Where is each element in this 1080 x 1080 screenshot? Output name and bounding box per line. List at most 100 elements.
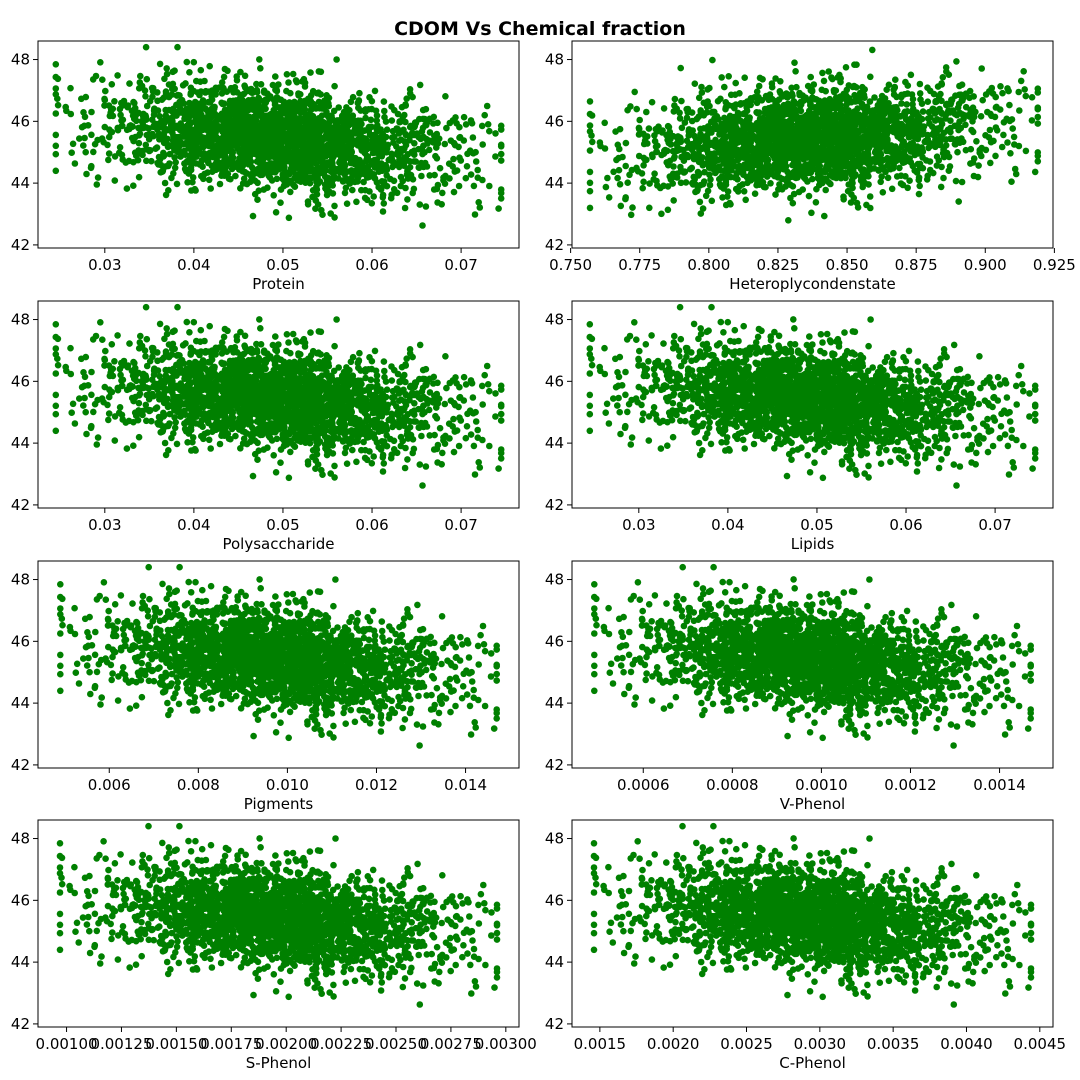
scatter-point bbox=[230, 89, 237, 96]
scatter-point bbox=[232, 163, 239, 170]
scatter-point bbox=[793, 116, 801, 123]
scatter-point bbox=[143, 157, 150, 165]
scatter-point bbox=[953, 58, 960, 65]
scatter-point bbox=[388, 134, 396, 141]
scatter-point bbox=[784, 128, 791, 136]
scatter-point bbox=[805, 192, 813, 200]
scatter-point bbox=[304, 201, 312, 208]
scatter-point bbox=[327, 168, 335, 175]
scatter-point bbox=[197, 66, 205, 74]
scatter-point bbox=[691, 80, 699, 87]
scatter-point bbox=[253, 80, 260, 88]
scatter-point bbox=[844, 107, 852, 115]
scatter-point bbox=[307, 106, 315, 114]
scatter-point bbox=[156, 60, 164, 68]
scatter-point bbox=[388, 117, 396, 124]
scatter-point bbox=[119, 122, 126, 130]
scatter-point bbox=[904, 108, 911, 115]
scatter-point bbox=[954, 104, 962, 111]
scatter-point bbox=[101, 102, 108, 109]
scatter-point bbox=[341, 189, 349, 197]
scatter-point bbox=[251, 190, 259, 198]
scatter-point bbox=[667, 176, 675, 183]
scatter-point bbox=[851, 108, 859, 116]
scatter-point bbox=[304, 157, 312, 164]
scatter-point bbox=[698, 83, 705, 91]
scatter-point bbox=[704, 86, 711, 93]
scatter-point bbox=[1034, 89, 1042, 96]
scatter-point bbox=[316, 115, 323, 123]
x-tick-label: 0.03 bbox=[88, 256, 121, 274]
y-tick-label: 48 bbox=[11, 51, 30, 69]
scatter-point bbox=[771, 162, 779, 170]
scatter-point bbox=[797, 127, 805, 134]
scatter-point bbox=[307, 129, 315, 137]
scatter-point bbox=[447, 137, 455, 144]
scatter-point bbox=[803, 161, 811, 168]
scatter-point bbox=[821, 212, 828, 220]
scatter-point bbox=[838, 107, 845, 114]
scatter-point bbox=[380, 200, 388, 207]
scatter-point bbox=[402, 131, 410, 138]
scatter-point bbox=[248, 118, 255, 126]
scatter-point bbox=[403, 95, 411, 102]
scatter-point bbox=[257, 144, 265, 152]
scatter-point bbox=[81, 134, 88, 142]
scatter-point bbox=[811, 110, 819, 117]
scatter-point bbox=[952, 177, 960, 185]
scatter-point bbox=[169, 80, 177, 88]
scatter-point bbox=[387, 194, 395, 202]
scatter-point bbox=[353, 198, 360, 206]
scatter-point bbox=[586, 147, 594, 154]
scatter-point bbox=[220, 73, 228, 81]
scatter-point bbox=[776, 181, 783, 188]
scatter-point bbox=[878, 110, 885, 118]
scatter-point bbox=[114, 72, 121, 79]
scatter-point bbox=[187, 89, 195, 97]
scatter-point bbox=[825, 165, 832, 173]
scatter-point bbox=[955, 198, 962, 205]
scatter-point bbox=[275, 81, 282, 88]
scatter-point bbox=[757, 177, 765, 185]
scatter-point bbox=[257, 65, 264, 72]
scatter-point bbox=[918, 126, 926, 133]
scatter-point bbox=[368, 97, 376, 105]
scatter-point bbox=[696, 198, 704, 206]
scatter-point bbox=[460, 137, 468, 144]
scatter-point bbox=[404, 196, 411, 203]
scatter-point bbox=[222, 133, 230, 140]
scatter-point bbox=[860, 139, 868, 146]
scatter-point bbox=[475, 199, 483, 206]
scatter-point bbox=[186, 69, 193, 76]
scatter-point bbox=[982, 132, 989, 139]
scatter-point bbox=[1034, 113, 1042, 121]
scatter-point bbox=[812, 146, 820, 153]
scatter-point bbox=[898, 93, 905, 101]
scatter-point bbox=[670, 163, 677, 170]
scatter-point bbox=[660, 105, 668, 112]
scatter-point bbox=[718, 173, 726, 180]
scatter-point bbox=[286, 99, 293, 106]
scatter-point bbox=[822, 112, 830, 119]
x-tick-label: 0.05 bbox=[266, 256, 299, 274]
scatter-point bbox=[422, 203, 430, 210]
scatter-point bbox=[615, 154, 622, 162]
scatter-point bbox=[646, 204, 653, 212]
scatter-point bbox=[945, 71, 953, 78]
scatter-point bbox=[794, 121, 802, 128]
scatter-point bbox=[721, 83, 728, 91]
scatter-point bbox=[807, 123, 814, 130]
scatter-point bbox=[248, 138, 256, 146]
scatter-point bbox=[813, 96, 820, 103]
scatter-point bbox=[97, 59, 104, 66]
scatter-point bbox=[712, 124, 719, 131]
scatter-point bbox=[635, 131, 643, 138]
scatter-point bbox=[332, 168, 340, 175]
scatter-point bbox=[944, 108, 952, 115]
scatter-point bbox=[317, 91, 325, 98]
scatter-point bbox=[633, 105, 640, 113]
scatter-point bbox=[223, 117, 230, 125]
scatter-point bbox=[1028, 117, 1036, 124]
scatter-point bbox=[330, 107, 338, 115]
scatter-point bbox=[160, 139, 168, 146]
